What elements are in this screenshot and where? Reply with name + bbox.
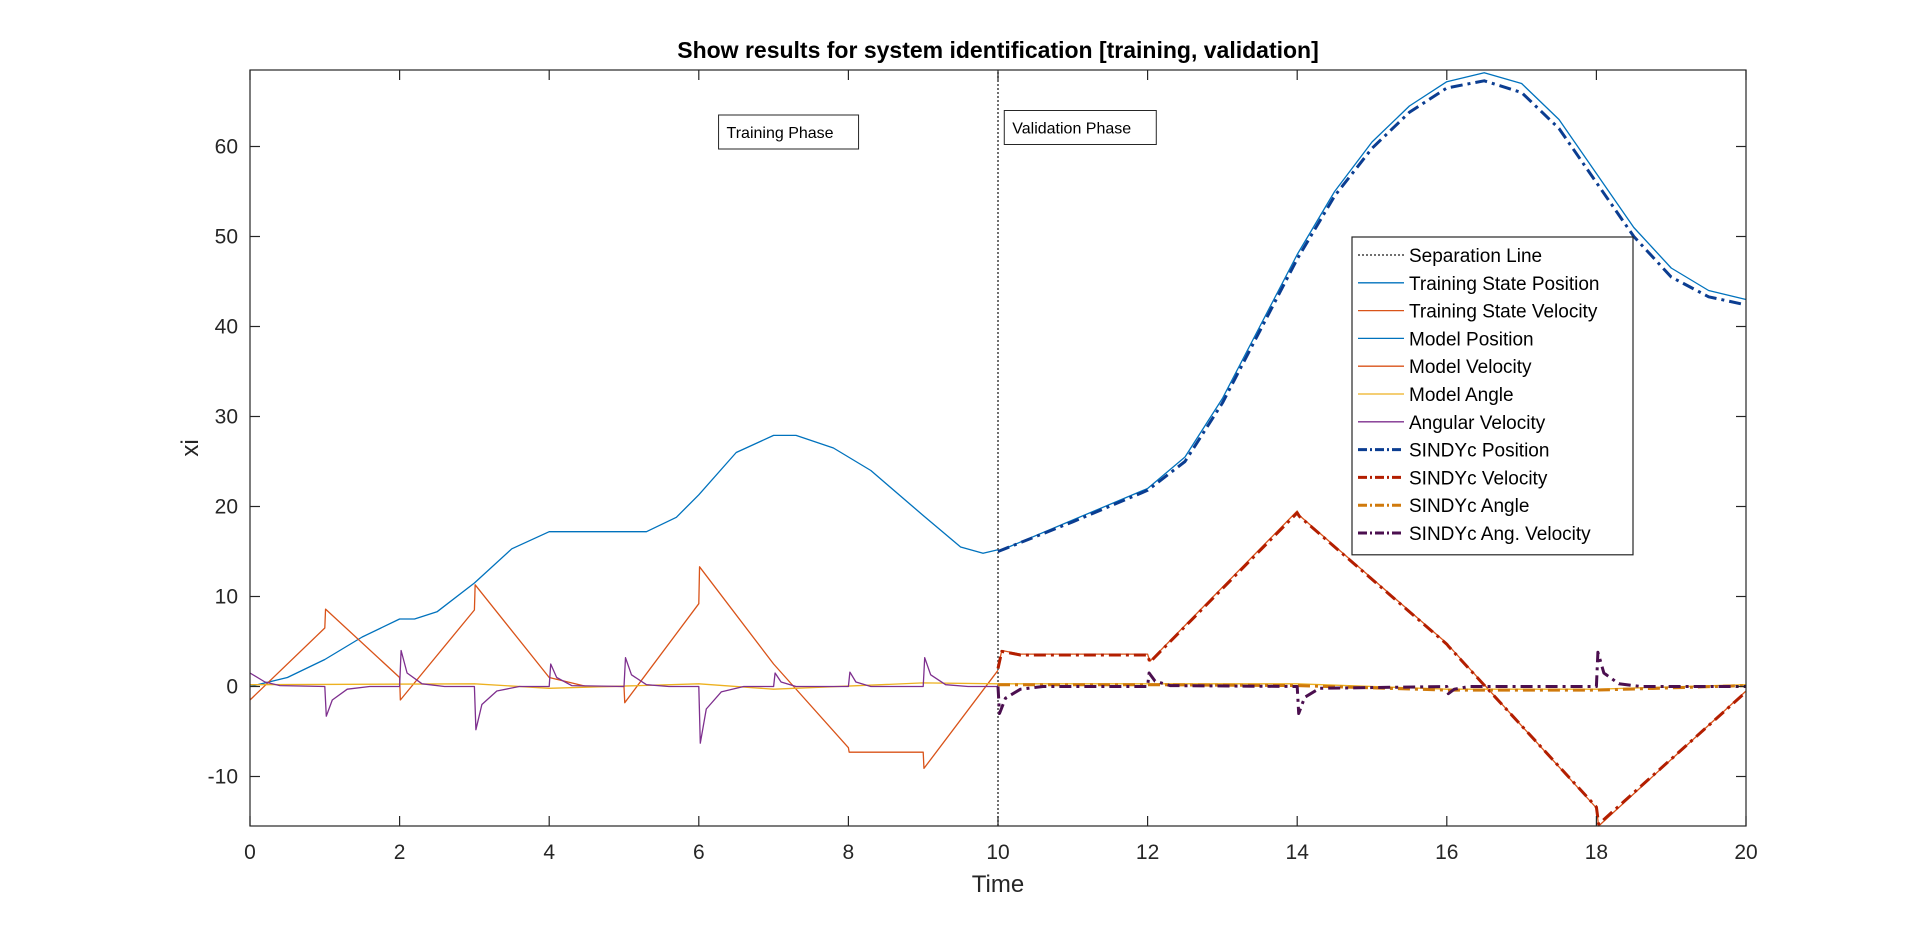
legend-label: Model Position [1409, 329, 1534, 350]
x-tick-label: 2 [394, 841, 406, 864]
series-sindyc-velocity [996, 511, 1748, 826]
legend-label: Training State Position [1409, 274, 1599, 295]
x-tick-label: 20 [1734, 841, 1757, 864]
x-tick-label: 16 [1435, 841, 1458, 864]
legend-frame [1351, 236, 1634, 556]
legend-item: Model Position [1358, 329, 1534, 350]
y-axis-label: xi [177, 439, 204, 456]
legend-label: Training State Velocity [1409, 302, 1598, 323]
y-tick-label: 60 [215, 136, 238, 159]
legend-label: SINDYc Ang. Velocity [1409, 524, 1591, 545]
legend-item: Separation Line [1358, 246, 1542, 267]
annotation-frame [1003, 110, 1157, 145]
legend-item: Training State Position [1358, 274, 1599, 295]
x-tick-label: 12 [1136, 841, 1159, 864]
x-tick-label: 4 [543, 841, 555, 864]
legend-item: Training State Velocity [1358, 302, 1598, 323]
annotation-text: Validation Phase [1012, 121, 1131, 138]
annotation-box: Validation Phase [1003, 110, 1157, 145]
annotation-frame [718, 114, 860, 150]
legend-label: Model Angle [1409, 385, 1514, 406]
y-tick-label: 50 [215, 226, 238, 249]
y-tick-label: 30 [215, 406, 238, 429]
legend-item: SINDYc Ang. Velocity [1358, 524, 1591, 545]
x-tick-label: 8 [843, 841, 855, 864]
series-model-position [997, 72, 1747, 553]
ticks-layer: 0 2 4 6 8 10 12 14 16 18 20 -10 0 10 20 30 40 50 60 [208, 70, 1758, 864]
legend-label: SINDYc Velocity [1409, 468, 1548, 489]
x-tick-label: 0 [244, 841, 256, 864]
chart-title: Show results for system identification [… [677, 37, 1319, 63]
legend: Separation Line Training State Position Tr… [1351, 236, 1634, 556]
series-sindyc-position [997, 79, 1747, 553]
series-layer [249, 70, 1748, 827]
y-tick-label: -10 [208, 766, 238, 789]
y-tick-label: 0 [226, 676, 238, 699]
series-training-state-position [249, 434, 999, 688]
legend-item: Model Angle [1358, 385, 1514, 406]
legend-label: Angular Velocity [1409, 413, 1546, 434]
y-tick-label: 20 [215, 496, 238, 519]
legend-label: SINDYc Angle [1409, 496, 1529, 517]
legend-item: SINDYc Velocity [1358, 468, 1548, 489]
legend-label: Model Velocity [1409, 357, 1532, 378]
x-tick-label: 18 [1585, 841, 1608, 864]
series-angular-velocity [249, 649, 998, 744]
legend-item: SINDYc Position [1358, 441, 1549, 462]
annotation-text: Training Phase [727, 125, 834, 142]
x-tick-label: 6 [693, 841, 705, 864]
x-tick-label: 14 [1286, 841, 1310, 864]
annotation-box: Training Phase [718, 114, 860, 150]
x-tick-label: 10 [986, 841, 1009, 864]
legend-item: SINDYc Angle [1358, 496, 1529, 517]
legend-label: SINDYc Position [1409, 441, 1549, 462]
series-model-angle [249, 682, 1747, 690]
y-tick-label: 10 [215, 586, 238, 609]
legend-item: Angular Velocity [1358, 413, 1546, 434]
annotations: Training Phase Validation Phase [718, 110, 1157, 150]
legend-item: Model Velocity [1358, 357, 1532, 378]
series-sindyc-ang-velocity [996, 650, 1746, 715]
x-axis-label: Time [972, 871, 1024, 898]
y-tick-label: 40 [215, 316, 238, 339]
legend-label: Separation Line [1409, 246, 1542, 267]
